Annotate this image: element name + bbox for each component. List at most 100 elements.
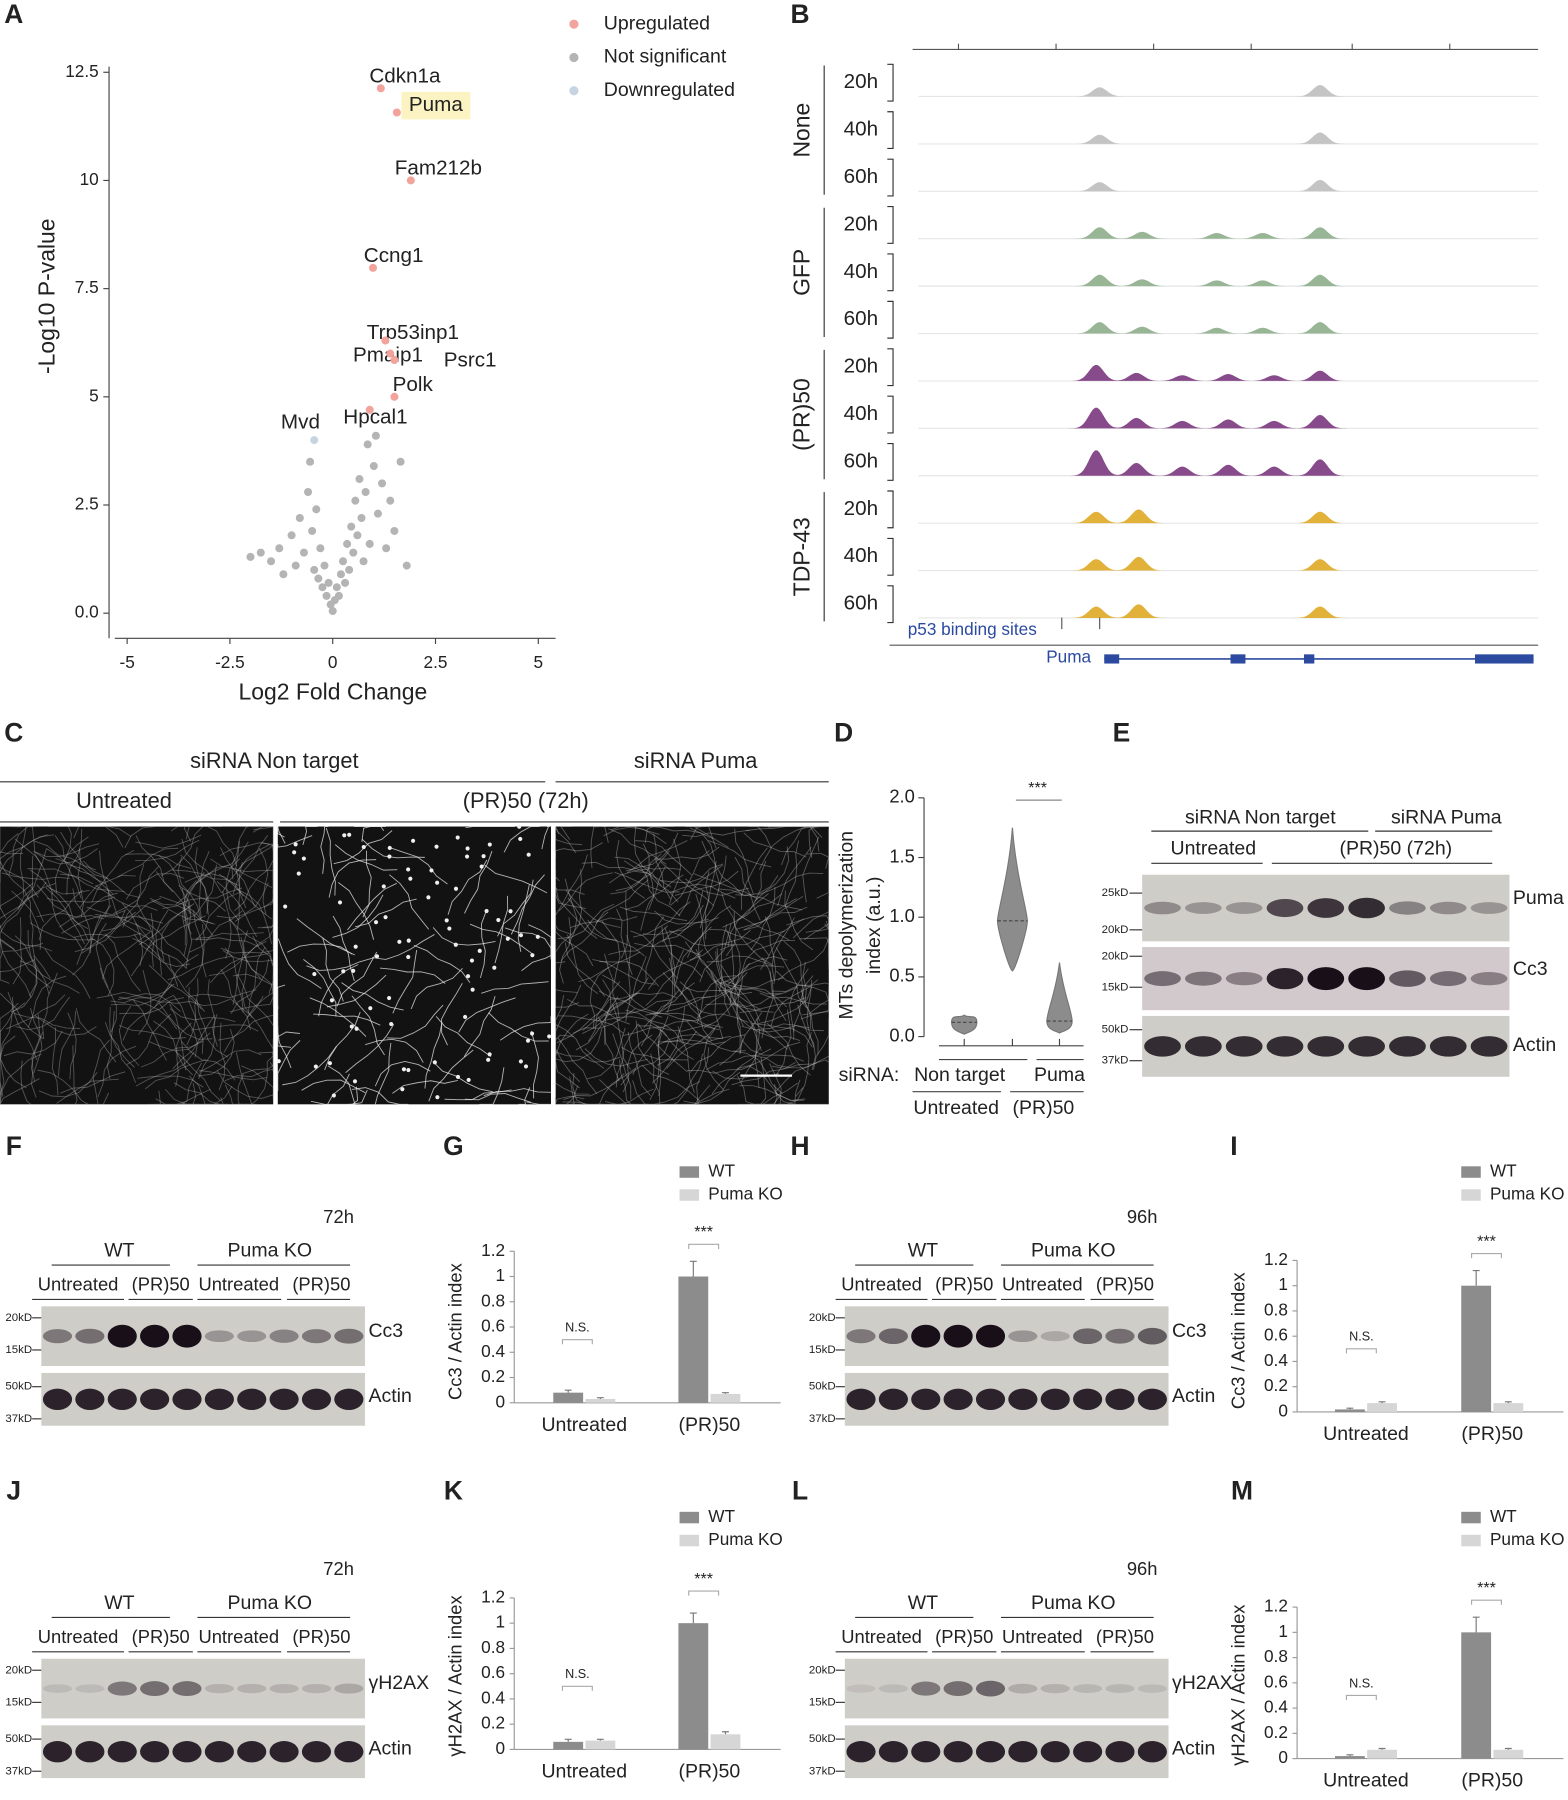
filament xyxy=(318,964,359,1017)
blot-band xyxy=(75,1741,105,1763)
bead xyxy=(486,1057,491,1062)
bead xyxy=(387,854,392,859)
condition-label: (PR)50 xyxy=(935,1626,993,1647)
filament xyxy=(224,1084,249,1105)
filament xyxy=(484,864,548,894)
bar xyxy=(1461,1632,1492,1759)
filament xyxy=(188,910,243,953)
blot-band xyxy=(334,1683,364,1694)
filament xyxy=(696,972,748,1019)
filament xyxy=(432,927,496,946)
panel-letter: B xyxy=(791,0,810,29)
track-bracket xyxy=(887,253,894,292)
filament xyxy=(51,892,84,951)
marker-label: 15kD xyxy=(5,1696,32,1708)
filament xyxy=(555,834,583,846)
filament xyxy=(392,1080,458,1094)
filament xyxy=(595,1068,636,1105)
significance-bracket xyxy=(561,1339,593,1345)
filament xyxy=(558,1015,624,1034)
filament xyxy=(686,1021,746,1052)
point xyxy=(267,557,276,566)
filament xyxy=(555,1095,585,1105)
blot-band xyxy=(1137,1327,1167,1345)
filament xyxy=(682,829,750,838)
bead xyxy=(447,926,452,931)
point-label: Mvd xyxy=(281,410,320,433)
filament xyxy=(759,992,827,1005)
y-tick-label: 0.5 xyxy=(889,965,915,986)
filament xyxy=(36,884,89,930)
blot-band xyxy=(204,1683,234,1694)
filament xyxy=(235,1052,253,1105)
filament xyxy=(77,848,84,917)
filament xyxy=(703,975,744,1029)
filament xyxy=(195,891,242,941)
bead xyxy=(518,836,523,842)
filament xyxy=(623,860,679,903)
blot-band xyxy=(1105,1328,1135,1344)
x-tick-label: Untreated xyxy=(1323,1423,1409,1445)
gene-exon xyxy=(1303,654,1315,664)
filament xyxy=(722,893,783,928)
blot-band xyxy=(1389,901,1426,915)
filament xyxy=(219,873,272,920)
filament xyxy=(46,896,115,903)
significance-bracket xyxy=(1345,1348,1377,1354)
bead xyxy=(406,954,411,960)
filament xyxy=(0,959,36,980)
filament xyxy=(601,920,621,984)
filament xyxy=(173,1082,229,1105)
filament xyxy=(310,1089,368,1105)
filament xyxy=(185,826,223,840)
condition-label: Untreated xyxy=(38,1274,119,1295)
y-tick-label: 1.2 xyxy=(1264,1596,1288,1616)
filament xyxy=(31,1031,44,1098)
marker-label: 37kD xyxy=(809,1765,836,1777)
filament xyxy=(118,996,178,1030)
filament xyxy=(19,960,80,994)
filament xyxy=(106,1010,115,1079)
bar xyxy=(1334,1409,1365,1412)
filament xyxy=(604,953,620,1021)
y-tick-label: 2.5 xyxy=(75,494,99,514)
filament xyxy=(122,863,145,928)
filament xyxy=(198,1014,218,1079)
filament xyxy=(789,968,809,1033)
filament xyxy=(747,1094,782,1105)
filament xyxy=(555,910,572,935)
bead xyxy=(312,972,317,977)
point xyxy=(334,591,343,600)
filament xyxy=(38,1072,98,1098)
filament xyxy=(518,1087,531,1105)
blot-band xyxy=(1008,1741,1038,1763)
filament xyxy=(122,995,174,1041)
filament xyxy=(562,1101,623,1105)
filament xyxy=(0,870,7,918)
filament xyxy=(716,948,731,1016)
bead xyxy=(492,965,497,970)
filament xyxy=(322,937,344,1002)
filament xyxy=(570,869,583,936)
filament xyxy=(222,891,232,959)
significance-bracket xyxy=(688,1590,720,1596)
genotype-label: Puma KO xyxy=(227,1239,312,1261)
bar xyxy=(553,1392,584,1403)
filament xyxy=(706,955,774,967)
filament xyxy=(216,1070,274,1099)
bead xyxy=(469,958,475,963)
filament xyxy=(242,930,274,986)
condition-label: Untreated xyxy=(198,1626,279,1647)
blot-band xyxy=(943,1324,973,1348)
point-label: Hpcal1 xyxy=(343,405,407,428)
filament xyxy=(661,926,703,978)
significance-bracket xyxy=(688,1243,720,1249)
y-axis-title: Cc3 / Actin index xyxy=(445,1263,466,1400)
x-tick-label: (PR)50 xyxy=(678,1761,740,1783)
bead xyxy=(535,934,540,939)
blot-band xyxy=(911,1681,941,1696)
filament xyxy=(31,855,45,923)
filament xyxy=(167,955,233,981)
significance-label: *** xyxy=(1477,1232,1496,1250)
filament xyxy=(736,1075,761,1105)
